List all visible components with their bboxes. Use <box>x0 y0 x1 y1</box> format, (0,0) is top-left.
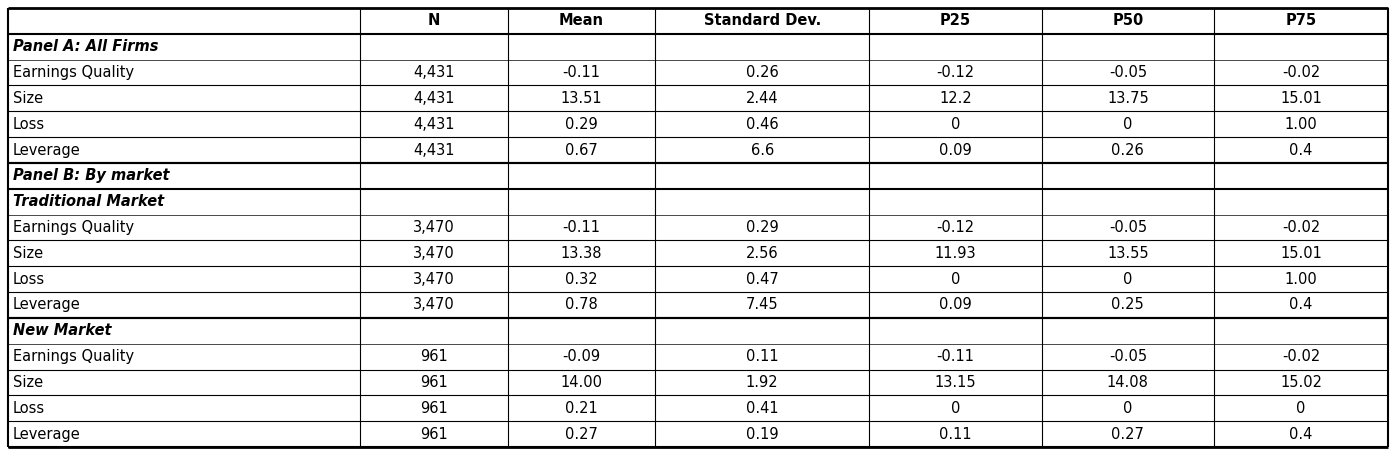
Text: 4,431: 4,431 <box>413 65 455 80</box>
Text: 0.32: 0.32 <box>565 272 597 287</box>
Text: P50: P50 <box>1113 14 1143 29</box>
Text: 4,431: 4,431 <box>413 91 455 106</box>
Text: -0.11: -0.11 <box>937 349 974 364</box>
Text: 0: 0 <box>1124 401 1132 416</box>
Text: 0.46: 0.46 <box>745 117 779 132</box>
Text: 15.01: 15.01 <box>1280 246 1322 261</box>
Text: P25: P25 <box>940 14 972 29</box>
Text: -0.09: -0.09 <box>563 349 600 364</box>
Text: 7.45: 7.45 <box>745 298 779 313</box>
Text: 1.00: 1.00 <box>1284 117 1318 132</box>
Text: 15.02: 15.02 <box>1280 375 1322 390</box>
Text: 0.41: 0.41 <box>745 401 779 416</box>
Text: 0.26: 0.26 <box>745 65 779 80</box>
Text: 0: 0 <box>1124 272 1132 287</box>
Text: Earnings Quality: Earnings Quality <box>13 349 134 364</box>
Text: 15.01: 15.01 <box>1280 91 1322 106</box>
Text: 0.25: 0.25 <box>1111 298 1145 313</box>
Text: Traditional Market: Traditional Market <box>13 194 165 209</box>
Text: P75: P75 <box>1286 14 1316 29</box>
Text: Leverage: Leverage <box>13 143 81 158</box>
Text: 0.11: 0.11 <box>745 349 779 364</box>
Text: -0.02: -0.02 <box>1282 349 1321 364</box>
Text: Size: Size <box>13 91 43 106</box>
Text: 961: 961 <box>420 427 448 442</box>
Text: Size: Size <box>13 375 43 390</box>
Text: -0.05: -0.05 <box>1108 65 1148 80</box>
Text: -0.05: -0.05 <box>1108 220 1148 235</box>
Text: 4,431: 4,431 <box>413 143 455 158</box>
Text: 0.4: 0.4 <box>1290 427 1312 442</box>
Text: 0.29: 0.29 <box>745 220 779 235</box>
Text: 0.4: 0.4 <box>1290 143 1312 158</box>
Text: 0.09: 0.09 <box>940 143 972 158</box>
Text: Leverage: Leverage <box>13 427 81 442</box>
Text: 14.08: 14.08 <box>1107 375 1149 390</box>
Text: Earnings Quality: Earnings Quality <box>13 65 134 80</box>
Text: -0.12: -0.12 <box>937 65 974 80</box>
Text: Leverage: Leverage <box>13 298 81 313</box>
Text: 14.00: 14.00 <box>560 375 603 390</box>
Text: 0.27: 0.27 <box>1111 427 1145 442</box>
Text: 961: 961 <box>420 349 448 364</box>
Text: 2.44: 2.44 <box>745 91 779 106</box>
Text: 0: 0 <box>1297 401 1305 416</box>
Text: 0: 0 <box>951 117 960 132</box>
Text: 6.6: 6.6 <box>751 143 773 158</box>
Text: 3,470: 3,470 <box>413 220 455 235</box>
Text: 2.56: 2.56 <box>745 246 779 261</box>
Text: 0.21: 0.21 <box>565 401 597 416</box>
Text: 1.92: 1.92 <box>745 375 779 390</box>
Text: Loss: Loss <box>13 272 45 287</box>
Text: New Market: New Market <box>13 323 112 338</box>
Text: Earnings Quality: Earnings Quality <box>13 220 134 235</box>
Text: -0.11: -0.11 <box>563 65 600 80</box>
Text: 11.93: 11.93 <box>934 246 976 261</box>
Text: 0.47: 0.47 <box>745 272 779 287</box>
Text: 3,470: 3,470 <box>413 272 455 287</box>
Text: 1.00: 1.00 <box>1284 272 1318 287</box>
Text: 3,470: 3,470 <box>413 298 455 313</box>
Text: 0: 0 <box>1124 117 1132 132</box>
Text: 13.51: 13.51 <box>561 91 602 106</box>
Text: 961: 961 <box>420 375 448 390</box>
Text: 12.2: 12.2 <box>940 91 972 106</box>
Text: 0: 0 <box>951 272 960 287</box>
Text: 0.4: 0.4 <box>1290 298 1312 313</box>
Text: -0.02: -0.02 <box>1282 220 1321 235</box>
Text: 13.15: 13.15 <box>934 375 976 390</box>
Text: 0: 0 <box>951 401 960 416</box>
Text: -0.11: -0.11 <box>563 220 600 235</box>
Text: 0.29: 0.29 <box>565 117 597 132</box>
Text: N: N <box>427 14 440 29</box>
Text: 0.11: 0.11 <box>940 427 972 442</box>
Text: Panel B: By market: Panel B: By market <box>13 169 169 183</box>
Text: 0.78: 0.78 <box>565 298 597 313</box>
Text: -0.05: -0.05 <box>1108 349 1148 364</box>
Text: Mean: Mean <box>558 14 604 29</box>
Text: Panel A: All Firms: Panel A: All Firms <box>13 39 159 54</box>
Text: Loss: Loss <box>13 401 45 416</box>
Text: 13.55: 13.55 <box>1107 246 1149 261</box>
Text: 0.26: 0.26 <box>1111 143 1145 158</box>
Text: Loss: Loss <box>13 117 45 132</box>
Text: -0.02: -0.02 <box>1282 65 1321 80</box>
Text: Standard Dev.: Standard Dev. <box>704 14 821 29</box>
Text: 961: 961 <box>420 401 448 416</box>
Text: 13.38: 13.38 <box>561 246 602 261</box>
Text: 0.27: 0.27 <box>565 427 597 442</box>
Text: 0.19: 0.19 <box>745 427 779 442</box>
Text: 0.67: 0.67 <box>565 143 597 158</box>
Text: 0.09: 0.09 <box>940 298 972 313</box>
Text: 4,431: 4,431 <box>413 117 455 132</box>
Text: 13.75: 13.75 <box>1107 91 1149 106</box>
Text: 3,470: 3,470 <box>413 246 455 261</box>
Text: Size: Size <box>13 246 43 261</box>
Text: -0.12: -0.12 <box>937 220 974 235</box>
